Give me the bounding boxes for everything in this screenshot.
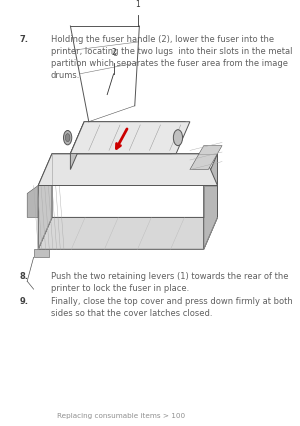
Polygon shape [34, 250, 49, 258]
Text: Holding the fuser handle (2), lower the fuser into the
printer, locating the two: Holding the fuser handle (2), lower the … [51, 35, 292, 80]
Polygon shape [27, 186, 38, 218]
Polygon shape [70, 122, 190, 154]
Polygon shape [204, 154, 218, 250]
Polygon shape [190, 146, 222, 170]
Polygon shape [38, 154, 218, 186]
Polygon shape [70, 122, 84, 170]
Text: 9.: 9. [20, 296, 28, 305]
Text: Finally, close the top cover and press down firmly at both
sides so that the cov: Finally, close the top cover and press d… [51, 296, 292, 317]
Circle shape [65, 134, 70, 142]
Text: Replacing consumable items > 100: Replacing consumable items > 100 [57, 412, 185, 418]
Polygon shape [38, 218, 218, 250]
Polygon shape [70, 122, 185, 154]
Text: 8.: 8. [20, 271, 28, 280]
Text: 7.: 7. [20, 35, 28, 43]
Polygon shape [38, 154, 52, 250]
Text: 1: 1 [135, 0, 140, 9]
Circle shape [64, 131, 72, 146]
Text: Push the two retaining levers (1) towards the rear of the
printer to lock the fu: Push the two retaining levers (1) toward… [51, 271, 288, 292]
Circle shape [173, 130, 183, 146]
Text: 2: 2 [111, 48, 116, 57]
